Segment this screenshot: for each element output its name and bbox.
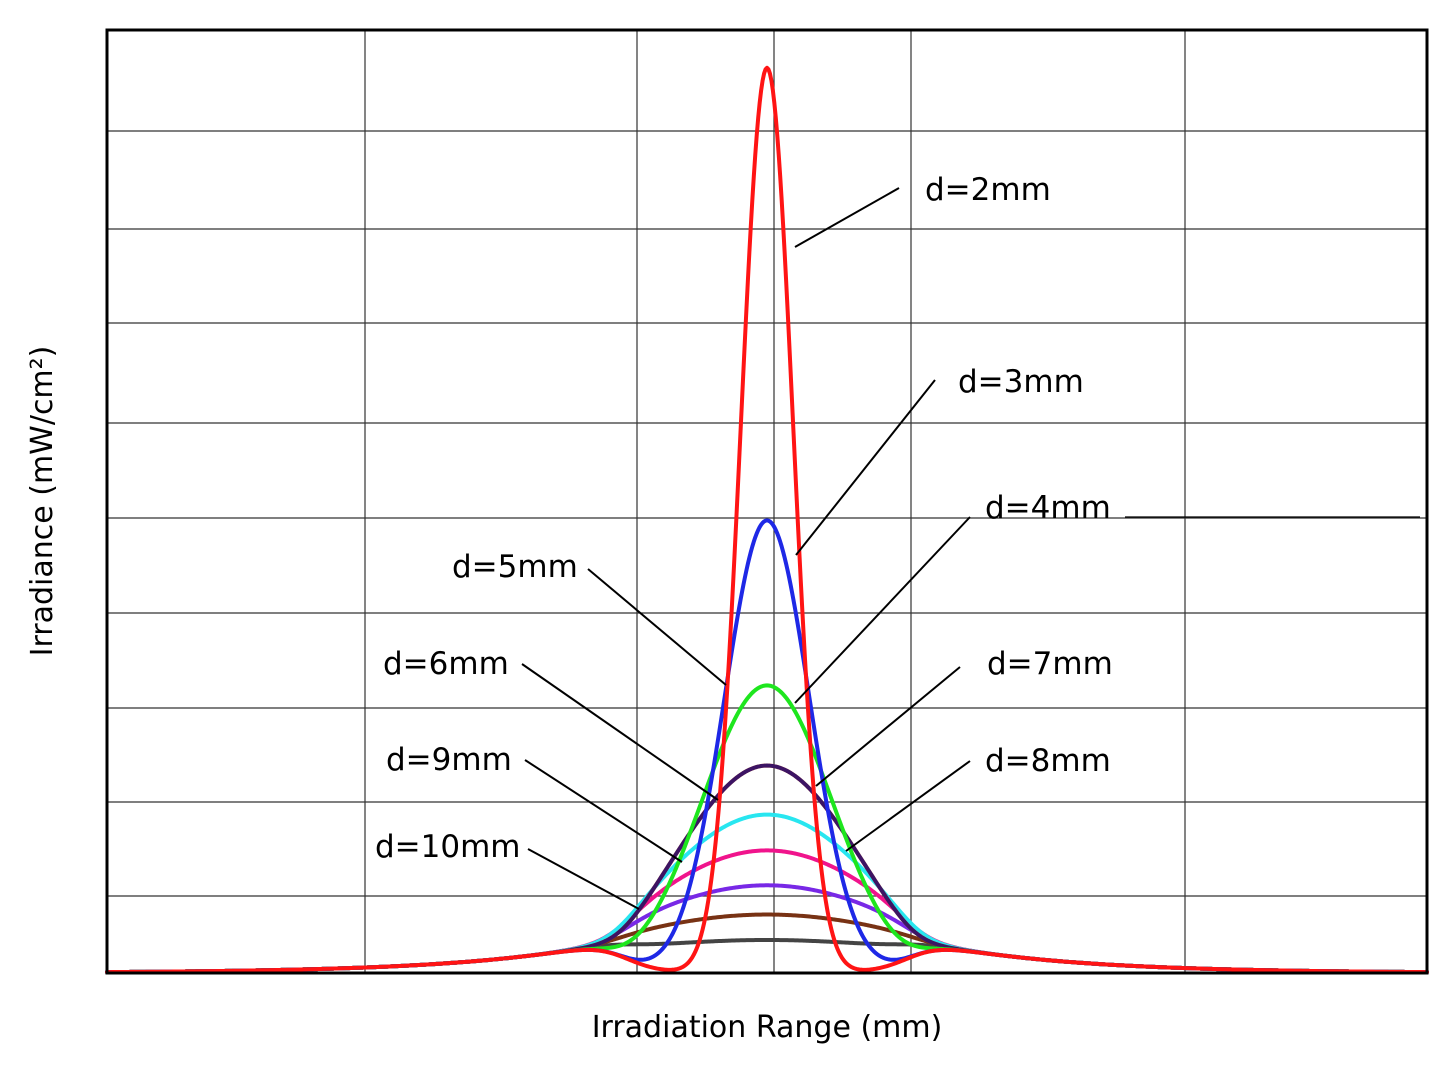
- series-line-d-10mm: [105, 912, 1429, 975]
- series-label: d=6mm: [383, 646, 509, 682]
- leader-line: [795, 379, 936, 556]
- series-line-d-4mm: [105, 683, 1429, 975]
- y-axis-title: Irradiance (mW/cm²): [25, 346, 60, 657]
- grid: [107, 30, 1427, 973]
- leader-line: [845, 760, 971, 852]
- leader-line: [794, 516, 971, 704]
- series-line-d-7mm: [105, 812, 1429, 975]
- leader-line: [524, 759, 683, 863]
- series-line-d-9mm: [105, 883, 1429, 975]
- leader-line: [815, 666, 961, 787]
- leader-line: [587, 568, 727, 686]
- leader-line: [521, 663, 719, 801]
- x-axis-title: Irradiation Range (mm): [592, 1010, 943, 1045]
- plot-frame: [105, 28, 1429, 975]
- leader-line: [527, 848, 640, 910]
- leader-line: [794, 187, 900, 248]
- series-line-d-3mm: [105, 518, 1429, 975]
- series-label: d=4mm: [985, 490, 1111, 526]
- series-label: d=3mm: [958, 364, 1084, 400]
- series-layer: [105, 65, 1429, 975]
- annotation-layer: d=2mm d=3mm d=4mm d=5mm d=6mm d=7mm d=8mm d=9mm…: [375, 172, 1420, 910]
- series-line-d-2mm: [105, 65, 1429, 975]
- series-label: d=7mm: [987, 646, 1113, 682]
- series-line-baseline: [105, 937, 1429, 975]
- series-label: d=10mm: [375, 829, 521, 865]
- series-line-d-8mm: [105, 848, 1429, 975]
- series-label: d=8mm: [985, 743, 1111, 779]
- series-label: d=2mm: [925, 172, 1051, 208]
- series-label: d=9mm: [386, 742, 512, 778]
- series-label: d=5mm: [452, 549, 578, 585]
